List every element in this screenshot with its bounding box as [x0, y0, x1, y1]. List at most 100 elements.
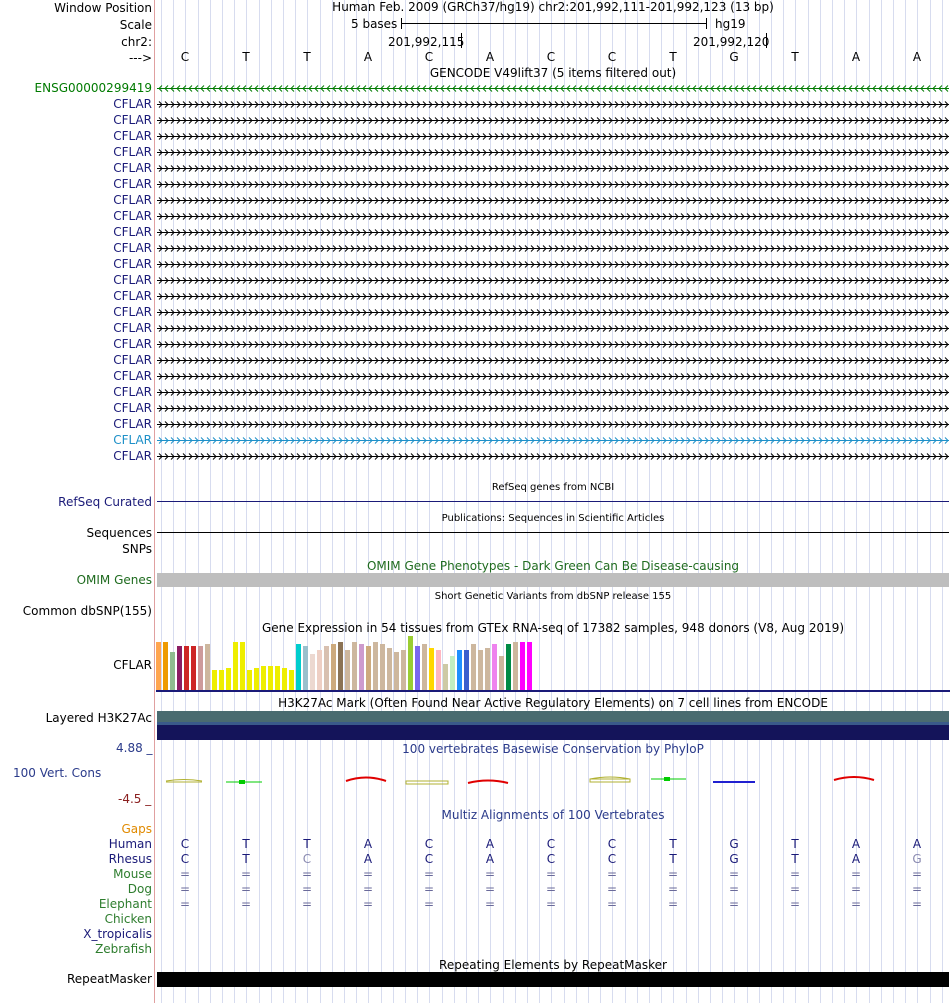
- gencode-item-label[interactable]: CFLAR: [113, 225, 152, 239]
- gencode-item-label[interactable]: CFLAR: [113, 161, 152, 175]
- gtex-tissue-bar[interactable]: [415, 646, 420, 690]
- gencode-transcript[interactable]: [157, 388, 949, 397]
- phylop-label[interactable]: 100 Vert. Cons: [13, 766, 102, 780]
- gencode-transcript[interactable]: [157, 324, 949, 333]
- gencode-item-label[interactable]: CFLAR: [113, 305, 152, 319]
- omim-track-title[interactable]: OMIM Gene Phenotypes - Dark Green Can Be…: [366, 559, 740, 573]
- gtex-tissue-bar[interactable]: [240, 642, 245, 690]
- gtex-tissue-bar[interactable]: [499, 656, 504, 690]
- gencode-transcript[interactable]: [157, 436, 949, 445]
- gtex-tissue-bar[interactable]: [275, 666, 280, 690]
- publications-sequences-label[interactable]: Sequences: [86, 526, 152, 540]
- gtex-tissue-bar[interactable]: [233, 642, 238, 690]
- gtex-tissue-bar[interactable]: [394, 652, 399, 690]
- gtex-tissue-bar[interactable]: [184, 646, 189, 690]
- gencode-transcript[interactable]: [157, 196, 949, 205]
- gtex-tissue-bar[interactable]: [471, 644, 476, 690]
- gtex-tissue-bar[interactable]: [303, 646, 308, 690]
- gencode-item-label[interactable]: CFLAR: [113, 449, 152, 463]
- gencode-item-label[interactable]: CFLAR: [113, 113, 152, 127]
- gtex-tissue-bar[interactable]: [317, 650, 322, 690]
- repeatmasker-feature-bar[interactable]: [157, 972, 949, 987]
- gencode-item-label[interactable]: CFLAR: [113, 385, 152, 399]
- gtex-label[interactable]: CFLAR: [113, 658, 152, 672]
- gencode-item-label[interactable]: CFLAR: [113, 337, 152, 351]
- gencode-item-label[interactable]: CFLAR: [113, 241, 152, 255]
- gtex-tissue-bar[interactable]: [163, 642, 168, 690]
- gencode-transcript[interactable]: [157, 244, 949, 253]
- gtex-tissue-bar[interactable]: [422, 644, 427, 690]
- gencode-transcript[interactable]: [157, 148, 949, 157]
- gtex-tissue-bar[interactable]: [247, 670, 252, 690]
- gencode-transcript[interactable]: [157, 452, 949, 461]
- publications-track-title[interactable]: Publications: Sequences in Scientific Ar…: [441, 513, 665, 524]
- gtex-tissue-bar[interactable]: [212, 670, 217, 690]
- refseq-track-title[interactable]: RefSeq genes from NCBI: [491, 482, 615, 493]
- gtex-tissue-bar[interactable]: [373, 642, 378, 690]
- gencode-transcript[interactable]: [157, 420, 949, 429]
- gtex-tissue-bar[interactable]: [366, 646, 371, 690]
- gencode-track-title[interactable]: GENCODE V49lift37 (5 items filtered out): [429, 66, 677, 80]
- gencode-item-label[interactable]: CFLAR: [113, 353, 152, 367]
- gtex-track-title[interactable]: Gene Expression in 54 tissues from GTEx …: [261, 621, 845, 635]
- multiz-species-label[interactable]: Zebrafish: [95, 942, 152, 956]
- gtex-tissue-bar[interactable]: [506, 644, 511, 690]
- gtex-tissue-bar[interactable]: [478, 650, 483, 690]
- gtex-tissue-bar[interactable]: [289, 670, 294, 690]
- gtex-tissue-bar[interactable]: [170, 652, 175, 690]
- gtex-bar-chart[interactable]: [156, 636, 950, 690]
- gtex-tissue-bar[interactable]: [198, 646, 203, 690]
- h3k27ac-layer-mid[interactable]: [157, 722, 949, 725]
- gencode-transcript[interactable]: [157, 212, 949, 221]
- gtex-tissue-bar[interactable]: [352, 642, 357, 690]
- gtex-tissue-bar[interactable]: [408, 636, 413, 690]
- gtex-tissue-bar[interactable]: [359, 644, 364, 690]
- snps-label[interactable]: SNPs: [122, 542, 152, 556]
- gtex-tissue-bar[interactable]: [429, 648, 434, 690]
- gencode-item-label-ensg[interactable]: ENSG00000299419: [34, 81, 152, 95]
- gtex-tissue-bar[interactable]: [450, 656, 455, 690]
- gtex-tissue-bar[interactable]: [401, 650, 406, 690]
- multiz-species-label[interactable]: Elephant: [98, 897, 152, 911]
- gencode-transcript[interactable]: [157, 164, 949, 173]
- gtex-tissue-bar[interactable]: [457, 650, 462, 690]
- gencode-transcript[interactable]: [157, 260, 949, 269]
- gtex-tissue-bar[interactable]: [261, 666, 266, 690]
- gtex-tissue-bar[interactable]: [226, 668, 231, 690]
- multiz-species-label[interactable]: Chicken: [104, 912, 152, 926]
- gencode-transcript[interactable]: [157, 116, 949, 125]
- gtex-tissue-bar[interactable]: [520, 642, 525, 690]
- gtex-tissue-bar[interactable]: [485, 648, 490, 690]
- gtex-tissue-bar[interactable]: [527, 642, 532, 690]
- gencode-transcript[interactable]: [157, 180, 949, 189]
- publications-track-line[interactable]: [157, 532, 949, 533]
- gencode-transcript[interactable]: [157, 356, 949, 365]
- refseq-track-line[interactable]: [157, 501, 949, 502]
- gtex-tissue-bar[interactable]: [156, 642, 161, 690]
- gtex-tissue-bar[interactable]: [436, 650, 441, 690]
- gencode-transcript[interactable]: [157, 228, 949, 237]
- multiz-species-label[interactable]: Human: [108, 837, 152, 851]
- gtex-tissue-bar[interactable]: [492, 644, 497, 690]
- gtex-tissue-bar[interactable]: [338, 642, 343, 690]
- gencode-transcript[interactable]: [157, 100, 949, 109]
- phylop-track-title[interactable]: 100 vertebrates Basewise Conservation by…: [402, 742, 704, 756]
- gtex-tissue-bar[interactable]: [464, 650, 469, 690]
- dbsnp-label[interactable]: Common dbSNP(155): [22, 604, 152, 618]
- gencode-item-label[interactable]: CFLAR: [113, 129, 152, 143]
- gencode-item-label[interactable]: CFLAR: [113, 177, 152, 191]
- omim-label[interactable]: OMIM Genes: [76, 573, 152, 587]
- gtex-tissue-bar[interactable]: [345, 650, 350, 690]
- gencode-item-label[interactable]: CFLAR: [113, 401, 152, 415]
- gencode-item-label[interactable]: CFLAR: [113, 321, 152, 335]
- gtex-tissue-bar[interactable]: [205, 644, 210, 690]
- gtex-tissue-bar[interactable]: [268, 666, 273, 690]
- gencode-item-label[interactable]: CFLAR: [113, 417, 152, 431]
- gtex-tissue-bar[interactable]: [177, 646, 182, 690]
- gtex-tissue-bar[interactable]: [191, 646, 196, 690]
- gtex-tissue-bar[interactable]: [331, 644, 336, 690]
- gtex-tissue-bar[interactable]: [282, 668, 287, 690]
- gencode-item-label[interactable]: CFLAR: [113, 193, 152, 207]
- gencode-item-label[interactable]: CFLAR: [113, 369, 152, 383]
- refseq-label[interactable]: RefSeq Curated: [58, 495, 152, 509]
